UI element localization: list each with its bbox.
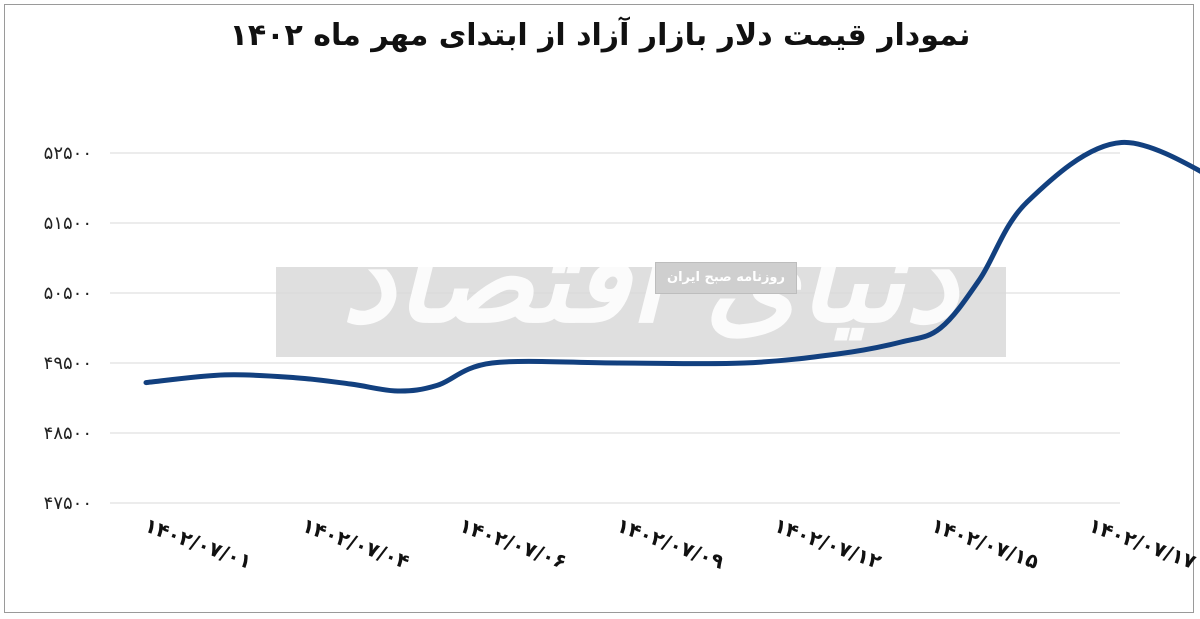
y-axis: ۴۷۵۰۰ ۴۸۵۰۰ ۴۹۵۰۰ ۵۰۵۰۰ ۵۱۵۰۰ ۵۲۵۰۰ (44, 143, 92, 514)
watermark-tag: روزنامه صبح ایران (655, 262, 797, 294)
watermark-band (276, 267, 1006, 357)
watermark-logo: دنیای اقتصاد (341, 209, 959, 350)
y-tick-label: ۵۰۵۰۰ (44, 283, 92, 304)
series-line (143, 139, 1200, 394)
y-tick-label: ۴۸۵۰۰ (44, 423, 92, 444)
y-tick-label: ۴۹۵۰۰ (44, 353, 92, 374)
y-tick-label: ۵۲۵۰۰ (44, 143, 92, 164)
y-tick-label: ۵۱۵۰۰ (44, 213, 92, 234)
y-tick-label: ۴۷۵۰۰ (44, 493, 92, 514)
chart-title: نمودار قیمت دلار بازار آزاد از ابتدای مه… (229, 18, 971, 53)
